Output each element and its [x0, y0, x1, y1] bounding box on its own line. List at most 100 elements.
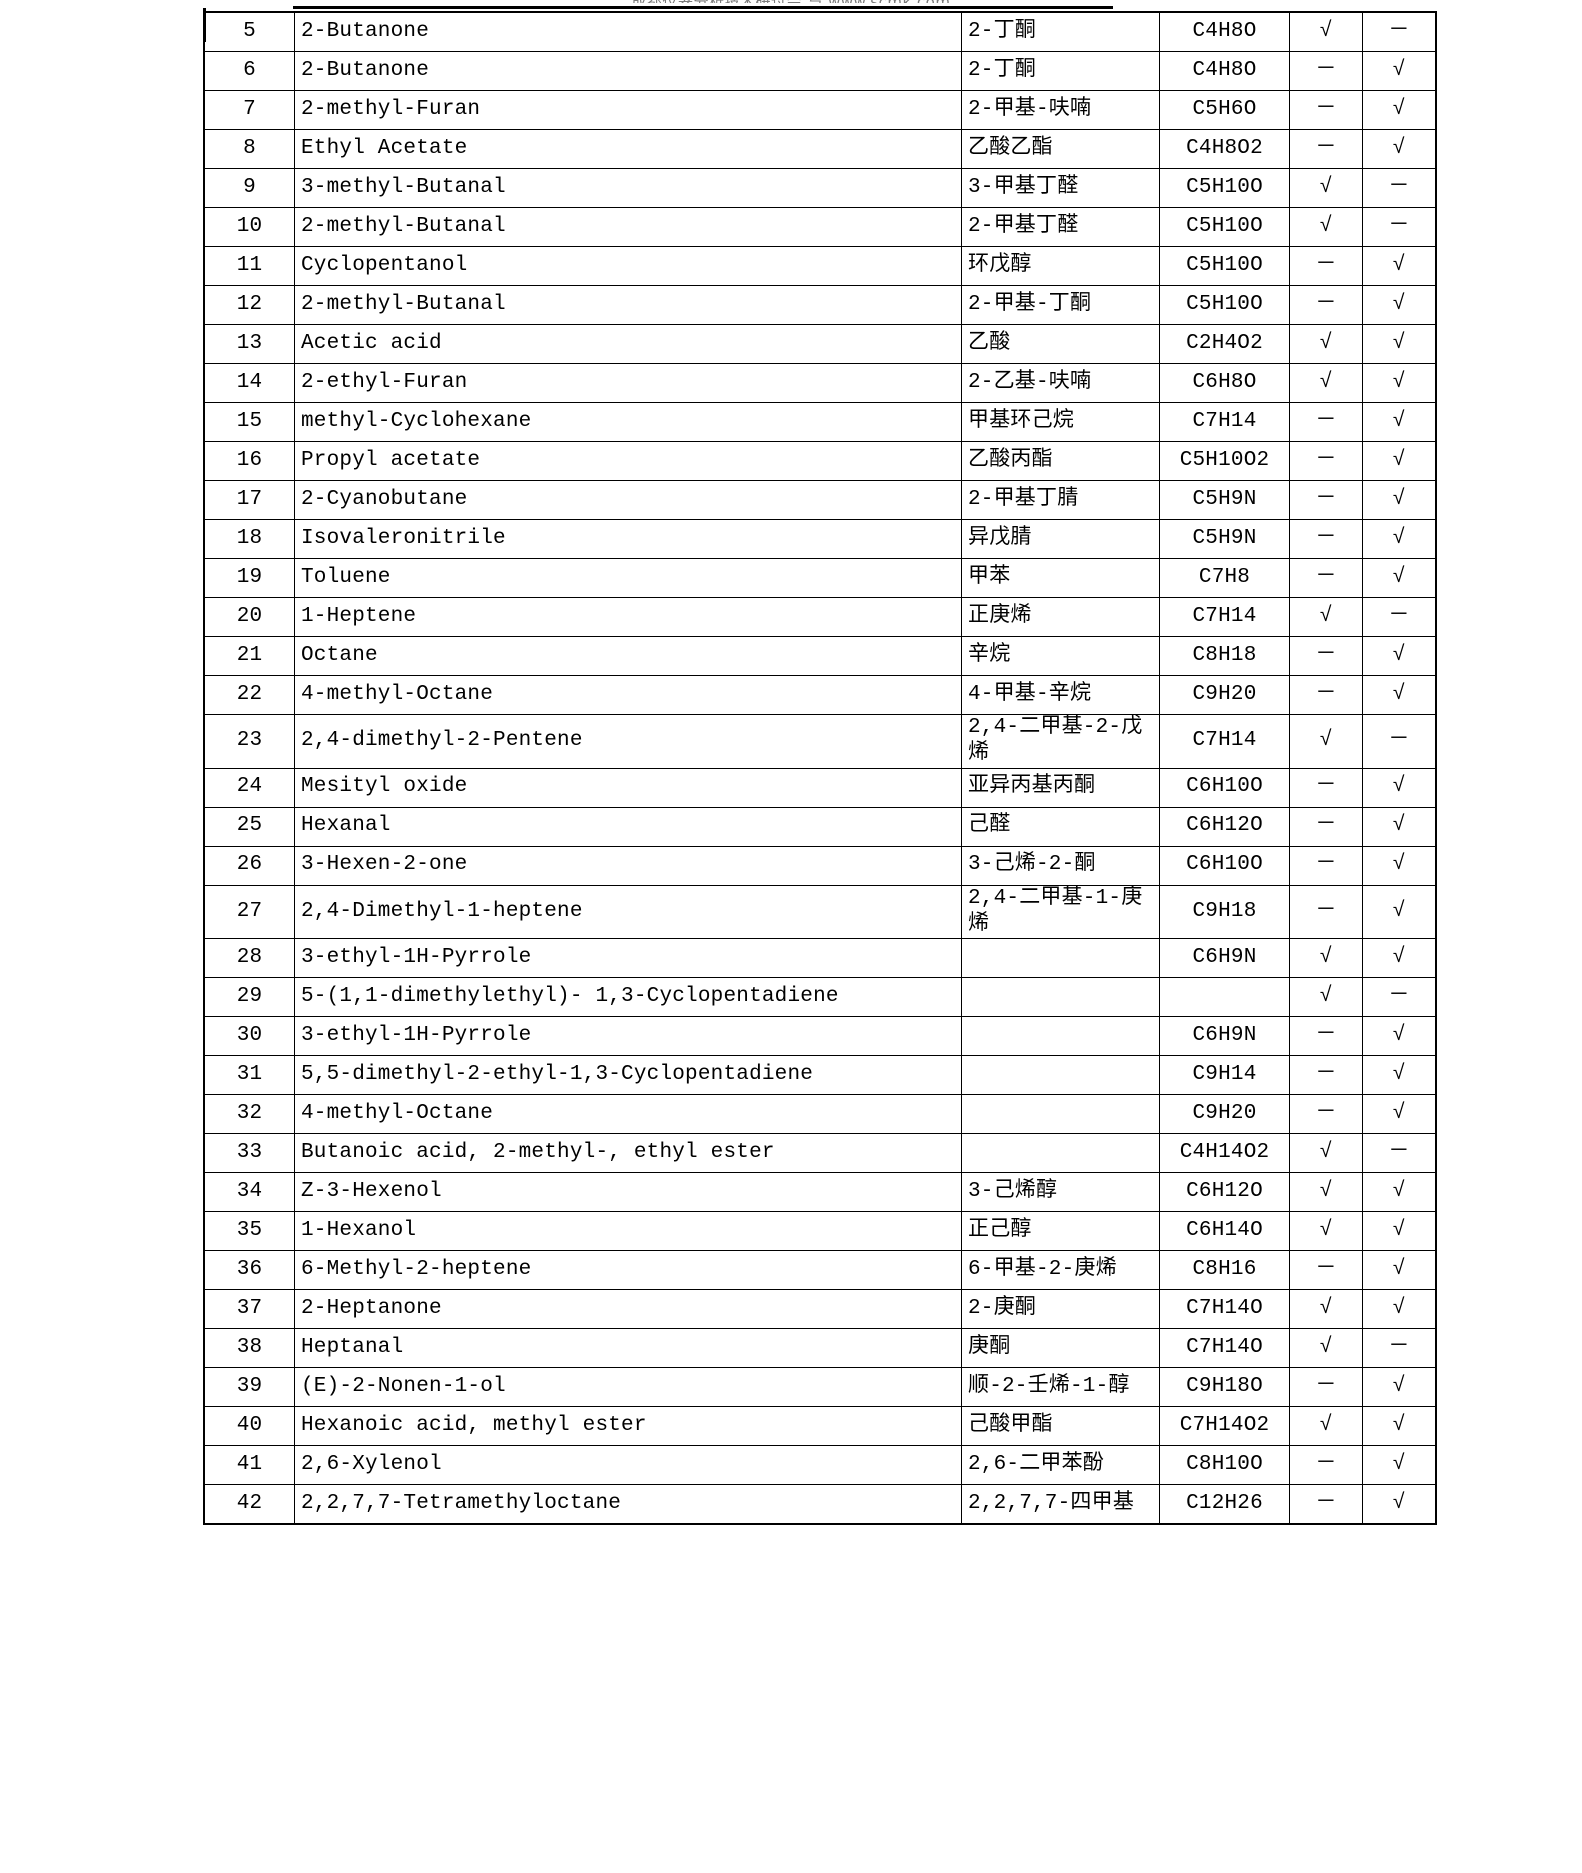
cell-formula: C7H14 — [1159, 714, 1290, 769]
cell-index: 30 — [203, 1016, 295, 1056]
cell-mark-2: √ — [1362, 767, 1437, 808]
cell-formula: C4H8O2 — [1159, 129, 1290, 169]
cell-name-cn: 乙酸乙酯 — [961, 129, 1160, 169]
cell-mark-2: √ — [1362, 402, 1437, 442]
cell-index: 19 — [203, 558, 295, 598]
cell-mark-1: √ — [1289, 324, 1363, 364]
table-row: 25 Hexanal 己醛 C6H12O － √ — [203, 806, 1437, 847]
cell-name-cn: 己酸甲酯 — [961, 1406, 1160, 1446]
cell-name-en: Acetic acid — [294, 324, 962, 364]
cell-index: 36 — [203, 1250, 295, 1290]
cell-name-en: Cyclopentanol — [294, 246, 962, 286]
table-row: 9 3-methyl-Butanal 3-甲基丁醛 C5H10O √ － — [203, 168, 1437, 208]
cell-mark-1: － — [1289, 441, 1363, 481]
cell-name-cn: 3-甲基丁醛 — [961, 168, 1160, 208]
cell-name-en: 2,2,7,7-Tetramethyloctane — [294, 1484, 962, 1525]
cell-name-en: Hexanoic acid, methyl ester — [294, 1406, 962, 1446]
cell-name-en: 2-Heptanone — [294, 1289, 962, 1329]
cell-mark-2: √ — [1362, 675, 1437, 715]
cell-index: 23 — [203, 714, 295, 769]
cell-mark-2: － — [1362, 1133, 1437, 1173]
cell-index: 8 — [203, 129, 295, 169]
cell-name-en: 4-methyl-Octane — [294, 1094, 962, 1134]
cell-name-en: 1-Heptene — [294, 597, 962, 637]
cell-index: 6 — [203, 51, 295, 91]
cell-mark-2: √ — [1362, 1289, 1437, 1329]
cell-name-cn — [961, 1016, 1160, 1056]
cell-mark-2: √ — [1362, 1211, 1437, 1251]
table-row: 31 5,5-dimethyl-2-ethyl-1,3-Cyclopentadie… — [203, 1055, 1437, 1095]
cell-index: 13 — [203, 324, 295, 364]
cell-mark-1: √ — [1289, 714, 1363, 769]
cell-index: 10 — [203, 207, 295, 247]
cell-mark-2: √ — [1362, 884, 1437, 939]
cell-formula: C6H10O — [1159, 845, 1290, 886]
table-row: 29 5-(1,1-dimethylethyl)- 1,3-Cyclopentad… — [203, 977, 1437, 1017]
cell-name-en: 2-Butanone — [294, 11, 962, 52]
cell-index: 28 — [203, 938, 295, 978]
cell-mark-2: － — [1362, 597, 1437, 637]
cell-mark-1: － — [1289, 636, 1363, 676]
cell-mark-1: √ — [1289, 168, 1363, 208]
table-row: 36 6-Methyl-2-heptene 6-甲基-2-庚烯 C8H16 － √ — [203, 1250, 1437, 1290]
cell-index: 9 — [203, 168, 295, 208]
cell-name-cn: 4-甲基-辛烷 — [961, 675, 1160, 715]
cell-name-cn: 乙酸 — [961, 324, 1160, 364]
running-header: 成都仪器分析技术研讨会 与 www.scmk.com — [0, 0, 1582, 3]
cell-formula: C9H14 — [1159, 1055, 1290, 1095]
table-row: 10 2-methyl-Butanal 2-甲基丁醛 C5H10O √ － — [203, 207, 1437, 247]
cell-mark-2: √ — [1362, 1250, 1437, 1290]
table-row: 15 methyl-Cyclohexane 甲基环己烷 C7H14 － √ — [203, 402, 1437, 442]
table-row: 32 4-methyl-Octane C9H20 － √ — [203, 1094, 1437, 1134]
cell-index: 39 — [203, 1367, 295, 1407]
cell-mark-2: √ — [1362, 1094, 1437, 1134]
cell-mark-1: － — [1289, 845, 1363, 886]
cell-formula: C9H18O — [1159, 1367, 1290, 1407]
cell-name-cn: 甲苯 — [961, 558, 1160, 598]
cell-formula: C6H12O — [1159, 1172, 1290, 1212]
cell-mark-2: √ — [1362, 90, 1437, 130]
cell-formula: C6H8O — [1159, 363, 1290, 403]
table-row: 39 (E)-2-Nonen-1-ol 顺-2-壬烯-1-醇 C9H18O － √ — [203, 1367, 1437, 1407]
cell-formula: C5H10O — [1159, 285, 1290, 325]
cell-name-en: Z-3-Hexenol — [294, 1172, 962, 1212]
cell-name-cn — [961, 1133, 1160, 1173]
cell-mark-1: √ — [1289, 1406, 1363, 1446]
table-row: 8 Ethyl Acetate 乙酸乙酯 C4H8O2 － √ — [203, 129, 1437, 169]
cell-name-en: 2-ethyl-Furan — [294, 363, 962, 403]
cell-name-en: 6-Methyl-2-heptene — [294, 1250, 962, 1290]
cell-name-cn: 2,4-二甲基-1-庚烯 — [961, 884, 1160, 939]
cell-name-cn: 2-丁酮 — [961, 11, 1160, 52]
table-row: 21 Octane 辛烷 C8H18 － √ — [203, 636, 1437, 676]
cell-name-en: Ethyl Acetate — [294, 129, 962, 169]
cell-mark-1: － — [1289, 1484, 1363, 1525]
cell-mark-1: － — [1289, 246, 1363, 286]
cell-mark-1: √ — [1289, 1328, 1363, 1368]
cell-formula: C8H10O — [1159, 1445, 1290, 1485]
cell-index: 18 — [203, 519, 295, 559]
cell-mark-2: √ — [1362, 845, 1437, 886]
cell-name-cn: 正庚烯 — [961, 597, 1160, 637]
cell-mark-2: √ — [1362, 246, 1437, 286]
cell-index: 17 — [203, 480, 295, 520]
cell-mark-2: √ — [1362, 285, 1437, 325]
cell-formula: C8H16 — [1159, 1250, 1290, 1290]
cell-index: 25 — [203, 806, 295, 847]
cell-name-en: Octane — [294, 636, 962, 676]
cell-formula: C5H10O — [1159, 246, 1290, 286]
cell-name-en: 2,4-dimethyl-2-Pentene — [294, 714, 962, 769]
table-row: 41 2,6-Xylenol 2,6-二甲苯酚 C8H10O － √ — [203, 1445, 1437, 1485]
cell-formula: C4H8O — [1159, 11, 1290, 52]
table-row: 17 2-Cyanobutane 2-甲基丁腈 C5H9N － √ — [203, 480, 1437, 520]
table-row: 38 Heptanal 庚酮 C7H14O √ － — [203, 1328, 1437, 1368]
cell-formula: C7H14O — [1159, 1328, 1290, 1368]
cell-mark-1: √ — [1289, 938, 1363, 978]
cell-formula: C5H10O — [1159, 168, 1290, 208]
cell-mark-2: √ — [1362, 1172, 1437, 1212]
cell-index: 37 — [203, 1289, 295, 1329]
cell-index: 7 — [203, 90, 295, 130]
cell-formula: C9H20 — [1159, 1094, 1290, 1134]
table-row: 19 Toluene 甲苯 C7H8 － √ — [203, 558, 1437, 598]
cell-name-en: methyl-Cyclohexane — [294, 402, 962, 442]
table-row: 28 3-ethyl-1H-Pyrrole C6H9N √ √ — [203, 938, 1437, 978]
